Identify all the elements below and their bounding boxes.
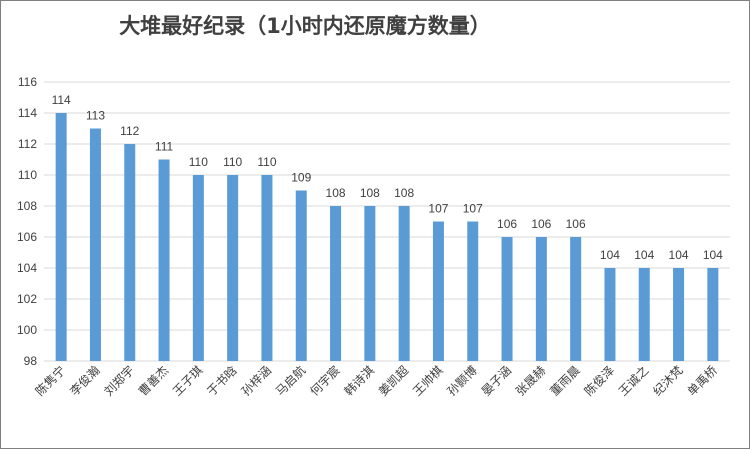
data-label: 109	[291, 171, 311, 185]
bar	[467, 221, 479, 361]
bar	[364, 206, 376, 361]
gridlines	[44, 81, 730, 331]
bar	[192, 175, 204, 361]
bar	[227, 175, 239, 361]
data-label: 110	[189, 155, 208, 169]
bar	[295, 190, 307, 361]
data-labels: 114 113 112 111 110 110 110 109 108 108 108 107 107 1…	[52, 93, 724, 262]
y-tick-label: 106	[17, 230, 37, 244]
category-label: 孙梓涵	[238, 363, 274, 399]
category-label: 纪沐梵	[650, 363, 685, 398]
data-label: 106	[497, 217, 517, 231]
data-label: 108	[394, 186, 414, 200]
y-tick-label: 100	[17, 323, 37, 337]
y-tick-label: 116	[18, 75, 37, 89]
y-axis-ticks: 98 100 102 104 106 108 110 112 114 116	[17, 75, 37, 368]
category-label: 陈俊泽	[581, 363, 617, 399]
bar	[673, 268, 685, 361]
data-label: 104	[703, 248, 723, 262]
category-label: 王子琪	[170, 363, 205, 398]
category-labels: 陈隽宁李俊瀚刘郑宇曹善杰王子琪于书晗孙梓涵马启航何宇宸韩诗淇姜凯超王帅棋孙颢博晏…	[32, 363, 720, 399]
category-label: 张晟赫	[513, 363, 548, 398]
category-label: 晏子涵	[479, 363, 514, 398]
category-label: 陈隽宁	[32, 363, 68, 399]
chart-title: 大堆最好纪录（1小时内还原魔方数量）	[119, 14, 491, 38]
data-label: 107	[463, 202, 483, 216]
bar	[432, 221, 444, 361]
bar	[261, 175, 273, 361]
data-label: 106	[566, 217, 586, 231]
y-tick-label: 110	[18, 168, 37, 182]
y-tick-label: 102	[17, 292, 37, 306]
bar	[55, 113, 67, 361]
category-label: 李俊瀚	[66, 363, 102, 399]
y-tick-label: 98	[24, 354, 38, 368]
bar	[570, 237, 582, 361]
bar	[707, 268, 719, 361]
category-label: 刘郑宇	[101, 363, 137, 399]
data-label: 104	[600, 248, 620, 262]
bar	[330, 206, 342, 361]
bar	[501, 237, 513, 361]
bar	[398, 206, 410, 361]
category-label: 王诚之	[616, 363, 651, 398]
category-label: 于书晗	[204, 363, 240, 399]
bar	[638, 268, 650, 361]
category-label: 孙颢博	[444, 363, 480, 399]
category-label: 姜凯超	[375, 363, 411, 399]
data-label: 113	[86, 109, 105, 123]
y-tick-label: 114	[18, 106, 37, 120]
category-label: 何宇宸	[307, 363, 343, 399]
bar	[89, 128, 101, 361]
y-tick-label: 112	[18, 137, 37, 151]
bar	[124, 144, 136, 361]
data-label: 111	[155, 140, 174, 154]
category-label: 韩诗淇	[341, 363, 377, 399]
y-tick-label: 104	[17, 261, 37, 275]
bars	[55, 113, 719, 361]
y-tick-label: 108	[17, 199, 37, 213]
data-label: 104	[669, 248, 689, 262]
data-label: 112	[120, 124, 139, 138]
data-label: 107	[428, 202, 448, 216]
category-label: 王帅棋	[410, 363, 445, 398]
category-label: 曹善杰	[135, 363, 171, 399]
category-label: 单禹桥	[685, 363, 720, 398]
data-label: 114	[52, 93, 71, 107]
category-label: 马启航	[272, 363, 308, 399]
data-label: 110	[257, 155, 276, 169]
bar	[158, 159, 170, 361]
bar	[535, 237, 547, 361]
category-label: 董雨晨	[547, 363, 582, 398]
data-label: 104	[634, 248, 654, 262]
data-label: 108	[360, 186, 380, 200]
data-label: 106	[531, 217, 551, 231]
bar	[604, 268, 616, 361]
data-label: 110	[223, 155, 242, 169]
data-label: 108	[326, 186, 346, 200]
